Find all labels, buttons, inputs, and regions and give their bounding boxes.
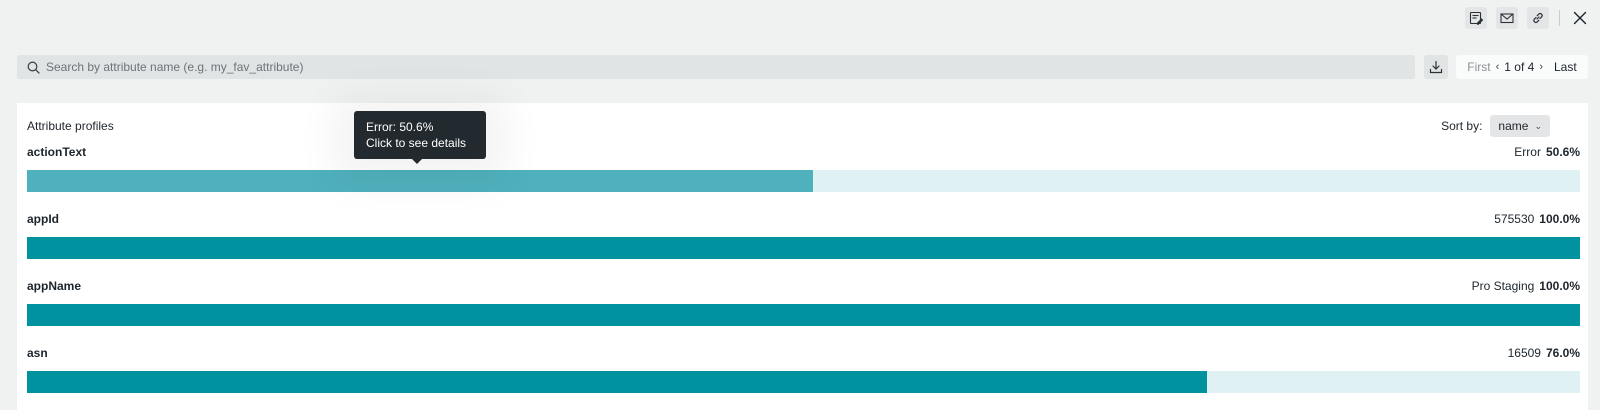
tooltip-line-1: Error: 50.6% — [366, 120, 434, 134]
search-input[interactable] — [46, 60, 1415, 74]
edit-report-button[interactable] — [1465, 7, 1487, 29]
attribute-bar[interactable] — [27, 304, 1580, 326]
attribute-top-value: 575530 100.0% — [1494, 212, 1580, 226]
close-icon — [1573, 11, 1587, 25]
top-percent: 50.6% — [1545, 145, 1580, 159]
attribute-top-value: Pro Staging 100.0% — [1472, 279, 1580, 293]
search-icon — [27, 61, 40, 74]
attribute-profiles-panel: Attribute profiles Sort by: name ⌄ actio… — [17, 103, 1588, 410]
email-button[interactable] — [1496, 7, 1518, 29]
bar-tooltip: Error: 50.6% Click to see details — [354, 111, 486, 164]
attribute-bar[interactable] — [27, 170, 1580, 192]
mail-icon — [1500, 13, 1514, 24]
top-percent: 100.0% — [1539, 279, 1580, 293]
pager-first[interactable]: First — [1467, 60, 1491, 74]
panel-title: Attribute profiles — [27, 119, 114, 133]
pager-next-icon[interactable]: › — [1539, 61, 1543, 73]
toolbar-divider — [1559, 10, 1560, 26]
pager-current: 1 of 4 — [1504, 60, 1535, 74]
edit-report-icon — [1469, 11, 1483, 25]
attribute-name: asn — [27, 346, 48, 360]
top-value: 16509 — [1507, 346, 1541, 360]
tooltip-line-2: Click to see details — [366, 136, 467, 150]
sort-label: Sort by: — [1441, 119, 1483, 133]
attribute-name: appName — [27, 279, 82, 293]
top-value: Pro Staging — [1471, 279, 1535, 293]
attribute-top-value: 16509 76.0% — [1508, 346, 1580, 360]
sort-value: name — [1498, 119, 1529, 133]
download-icon — [1429, 60, 1443, 74]
chevron-down-icon: ⌄ — [1534, 120, 1542, 131]
link-icon — [1533, 13, 1543, 23]
top-percent: 100.0% — [1539, 212, 1580, 226]
attribute-name: actionText — [27, 145, 87, 159]
top-value: Error — [1514, 145, 1541, 159]
attribute-search — [17, 55, 1415, 79]
copy-link-button[interactable] — [1527, 7, 1549, 29]
attribute-bar[interactable] — [27, 237, 1580, 259]
attribute-name: appId — [27, 212, 59, 226]
sort-control: Sort by: name ⌄ — [1441, 115, 1550, 137]
top-toolbar — [1456, 7, 1591, 29]
top-value: 575530 — [1494, 212, 1535, 226]
pagination: First ‹ 1 of 4 › Last — [1456, 55, 1588, 79]
attribute-bar-fill[interactable] — [27, 371, 1208, 393]
attribute-bar-fill[interactable] — [27, 237, 1580, 259]
top-percent: 76.0% — [1545, 346, 1580, 360]
attribute-bar-fill[interactable] — [27, 304, 1580, 326]
pager-prev-icon[interactable]: ‹ — [1495, 61, 1500, 73]
attribute-bar[interactable] — [27, 371, 1580, 393]
sort-select[interactable]: name ⌄ — [1490, 115, 1550, 137]
close-button[interactable] — [1569, 7, 1591, 29]
download-button[interactable] — [1424, 55, 1448, 79]
attribute-top-value: Error 50.6% — [1514, 145, 1580, 159]
attribute-bar-fill[interactable] — [27, 170, 813, 192]
pager-last[interactable]: Last — [1554, 60, 1577, 74]
